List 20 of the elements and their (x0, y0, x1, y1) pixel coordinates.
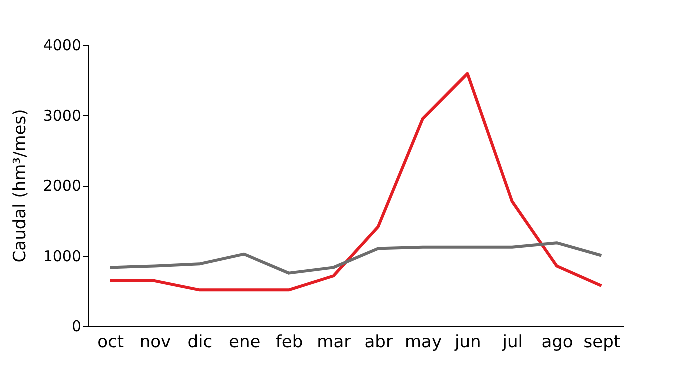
line-series (108, 72, 604, 292)
line-series (108, 242, 604, 275)
y-tick-label: 2000 (43, 177, 82, 195)
x-tick-label: sept (584, 332, 621, 352)
x-tick-label: ene (228, 332, 261, 352)
x-tick-label: jun (454, 332, 482, 352)
x-tick-label: nov (140, 332, 172, 352)
x-tick-label: dic (188, 332, 213, 352)
x-tick-label: feb (276, 332, 304, 352)
x-tick-label: may (404, 332, 442, 352)
y-tick-label: 3000 (43, 106, 82, 125)
y-tick-label: 0 (72, 318, 82, 336)
x-tick-label: ago (542, 332, 574, 352)
y-axis-title: Caudal (hm³/mes) (10, 109, 30, 263)
x-tick-label: abr (364, 332, 393, 352)
x-tick-label: jul (502, 332, 523, 352)
y-tick-label: 1000 (43, 247, 82, 266)
x-tick-label: oct (98, 332, 124, 352)
y-tick-label: 4000 (43, 36, 82, 54)
x-tick-label: mar (317, 332, 352, 352)
